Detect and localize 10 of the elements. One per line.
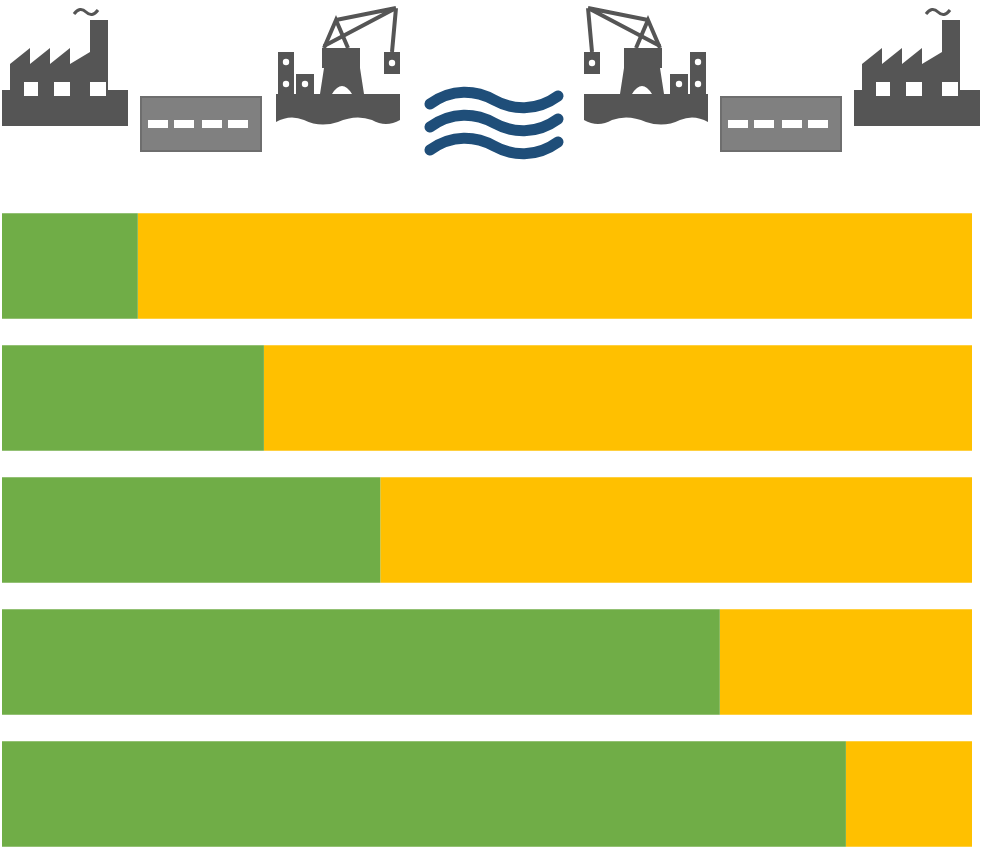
bar (137, 213, 972, 319)
bar (2, 477, 381, 583)
bar (2, 213, 138, 319)
bar (2, 741, 846, 847)
bar (845, 741, 972, 847)
bar (380, 477, 972, 583)
bar (263, 345, 972, 451)
bar (719, 609, 972, 715)
bar (2, 609, 720, 715)
bar (2, 345, 264, 451)
